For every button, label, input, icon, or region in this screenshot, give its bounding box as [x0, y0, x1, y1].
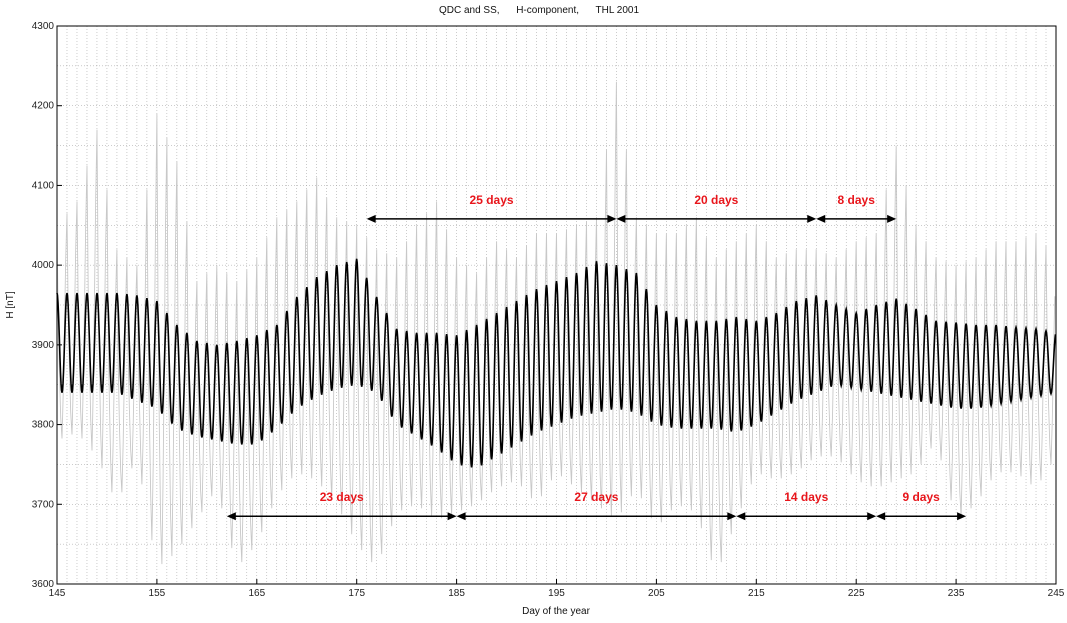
arrow-head-right: [957, 512, 967, 521]
interval-label: 14 days: [784, 490, 828, 504]
interval-label: 9 days: [902, 490, 940, 504]
x-tick-label: 245: [1048, 588, 1065, 599]
y-tick-label: 3600: [32, 579, 55, 590]
x-axis-label: Day of the year: [522, 606, 590, 617]
qdc-line: [56, 258, 1057, 468]
y-axis: 3600 3700 3800 3900 4000 4100 4200 4300: [32, 21, 62, 590]
x-tick-label: 175: [348, 588, 365, 599]
interval-annotations: 25 days 20 days 8 days 23 days 27 days 14 day…: [226, 193, 967, 521]
arrow-head-right: [727, 512, 737, 521]
interval-label: 20 days: [694, 193, 738, 207]
x-tick-label: 185: [448, 588, 465, 599]
y-tick-label: 4200: [32, 101, 55, 112]
y-tick-label: 4000: [32, 260, 55, 271]
chart-title: QDC and SS, H-component, THL 2001: [439, 5, 640, 16]
arrow-head-right: [807, 214, 817, 223]
arrow-head-right: [887, 214, 897, 223]
interval-label: 8 days: [838, 193, 876, 207]
interval-label: 27 days: [574, 490, 618, 504]
arrow-head-left: [816, 214, 826, 223]
arrow-head-left: [616, 214, 626, 223]
x-tick-label: 145: [49, 588, 66, 599]
y-tick-label: 4100: [32, 180, 55, 191]
y-tick-label: 3700: [32, 499, 55, 510]
arrow-head-left: [876, 512, 886, 521]
y-axis-label: H [nT]: [5, 291, 16, 318]
arrow-head-right: [607, 214, 617, 223]
x-tick-label: 165: [248, 588, 265, 599]
x-tick-label: 195: [548, 588, 565, 599]
arrow-head-left: [226, 512, 236, 521]
qdc-series: [56, 258, 1057, 468]
arrow-head-right: [447, 512, 457, 521]
x-tick-label: 215: [748, 588, 765, 599]
x-tick-label: 155: [149, 588, 166, 599]
y-tick-label: 4300: [32, 21, 55, 32]
arrow-head-left: [456, 512, 466, 521]
interval-label: 25 days: [470, 193, 514, 207]
observed-series: [56, 81, 1056, 565]
x-tick-label: 225: [848, 588, 865, 599]
x-axis: 145 155 165 175 185 195 205 215 225 235 245: [49, 579, 1065, 599]
arrow-head-right: [867, 512, 877, 521]
y-tick-label: 3800: [32, 420, 55, 431]
x-tick-label: 235: [948, 588, 965, 599]
x-tick-label: 205: [648, 588, 665, 599]
arrow-head-left: [736, 512, 746, 521]
arrow-head-left: [366, 214, 376, 223]
observed-line: [56, 81, 1056, 565]
y-tick-label: 3900: [32, 340, 55, 351]
interval-label: 23 days: [320, 490, 364, 504]
